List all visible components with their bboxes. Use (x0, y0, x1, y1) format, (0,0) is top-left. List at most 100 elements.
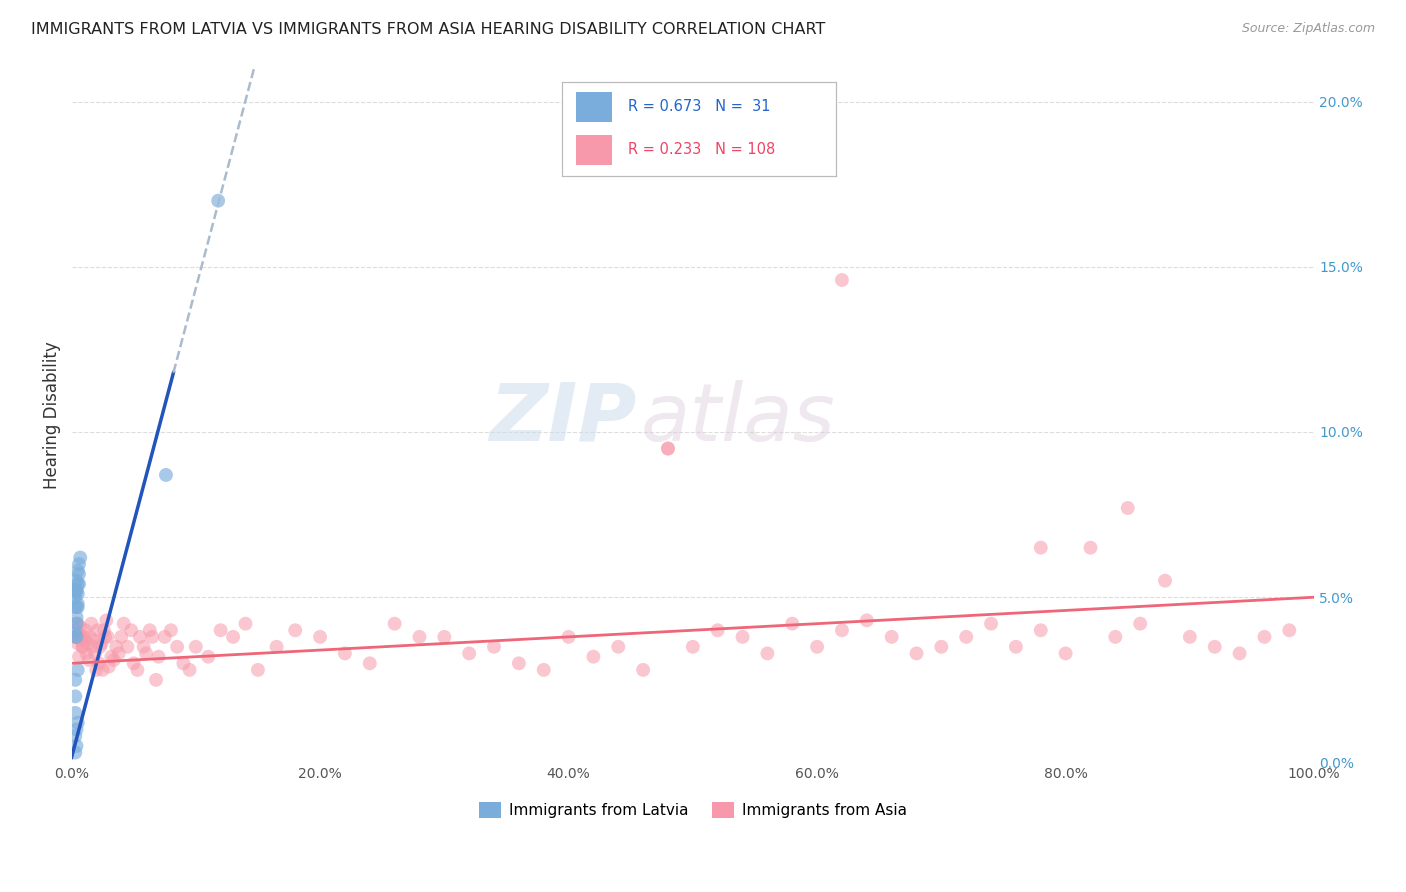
Point (1178, 630, 1201, 644)
Point (83, 633, 105, 648)
Point (1229, 647, 1251, 661)
Legend: Immigrants from Latvia, Immigrants from Asia: Immigrants from Latvia, Immigrants from … (472, 796, 914, 824)
Point (682, 640, 704, 654)
Point (90, 636, 112, 650)
Point (582, 649, 605, 664)
Point (905, 647, 928, 661)
Point (806, 640, 828, 654)
Point (65, 723, 87, 737)
Point (67, 557, 90, 571)
Point (97, 630, 120, 644)
Point (66, 715, 89, 730)
Point (557, 630, 579, 644)
Point (508, 657, 530, 671)
Point (65, 739, 87, 753)
Point (67, 626, 90, 640)
Point (284, 624, 307, 638)
Point (67, 577, 90, 591)
Point (184, 640, 207, 654)
Point (97, 659, 120, 673)
Point (731, 630, 754, 644)
Point (309, 630, 332, 644)
Point (931, 640, 953, 654)
Point (65, 746, 87, 760)
Point (333, 647, 356, 661)
Point (69, 620, 91, 634)
Point (631, 663, 654, 677)
Point (65, 616, 87, 631)
Point (100, 649, 122, 664)
Point (82, 640, 104, 654)
Point (66, 564, 89, 578)
Point (65, 630, 87, 644)
Point (73, 630, 96, 644)
Point (533, 663, 555, 677)
Point (94, 630, 117, 644)
Point (458, 647, 481, 661)
Point (76, 636, 98, 650)
Point (132, 640, 155, 654)
Point (84, 647, 107, 661)
Point (235, 616, 257, 631)
Point (65, 690, 87, 704)
Point (780, 616, 803, 631)
Point (66, 636, 89, 650)
Point (86, 663, 108, 677)
Point (1104, 630, 1126, 644)
Point (75, 624, 97, 638)
Point (70, 633, 93, 648)
Point (66, 663, 89, 677)
Point (1054, 647, 1077, 661)
Point (1204, 640, 1226, 654)
Point (139, 624, 162, 638)
Point (1029, 624, 1052, 638)
Point (1253, 630, 1275, 644)
Point (67, 649, 90, 664)
Point (197, 649, 219, 664)
Point (69, 630, 91, 644)
Point (1116, 501, 1139, 516)
Point (359, 657, 381, 671)
Point (145, 673, 167, 687)
Point (65, 729, 87, 743)
Point (831, 624, 853, 638)
Point (80, 616, 103, 631)
Point (96, 613, 118, 627)
Point (120, 624, 142, 638)
Text: ZIP: ZIP (489, 380, 637, 458)
Point (65, 630, 87, 644)
Point (65, 583, 87, 598)
Point (87, 657, 110, 671)
Point (91, 663, 114, 677)
Point (756, 647, 779, 661)
Point (1080, 541, 1102, 555)
Text: Source: ZipAtlas.com: Source: ZipAtlas.com (1241, 22, 1375, 36)
Point (65, 673, 87, 687)
Point (122, 657, 145, 671)
Point (166, 640, 188, 654)
Point (65, 706, 87, 720)
Point (856, 613, 879, 627)
Text: IMMIGRANTS FROM LATVIA VS IMMIGRANTS FROM ASIA HEARING DISABILITY CORRELATION CH: IMMIGRANTS FROM LATVIA VS IMMIGRANTS FRO… (31, 22, 825, 37)
Point (148, 649, 170, 664)
Point (65, 600, 87, 615)
Point (880, 630, 903, 644)
Point (207, 194, 229, 208)
Point (65, 591, 87, 605)
Point (65, 624, 87, 638)
Point (160, 624, 183, 638)
Point (65, 574, 87, 588)
Point (141, 630, 163, 644)
Point (72, 640, 94, 654)
Point (657, 442, 679, 456)
Point (69, 550, 91, 565)
Point (246, 663, 269, 677)
Point (1005, 640, 1028, 654)
Point (127, 663, 149, 677)
Point (89, 640, 111, 654)
Point (607, 640, 630, 654)
Point (482, 640, 505, 654)
Point (706, 624, 728, 638)
Point (67, 567, 90, 582)
Point (66, 616, 89, 631)
